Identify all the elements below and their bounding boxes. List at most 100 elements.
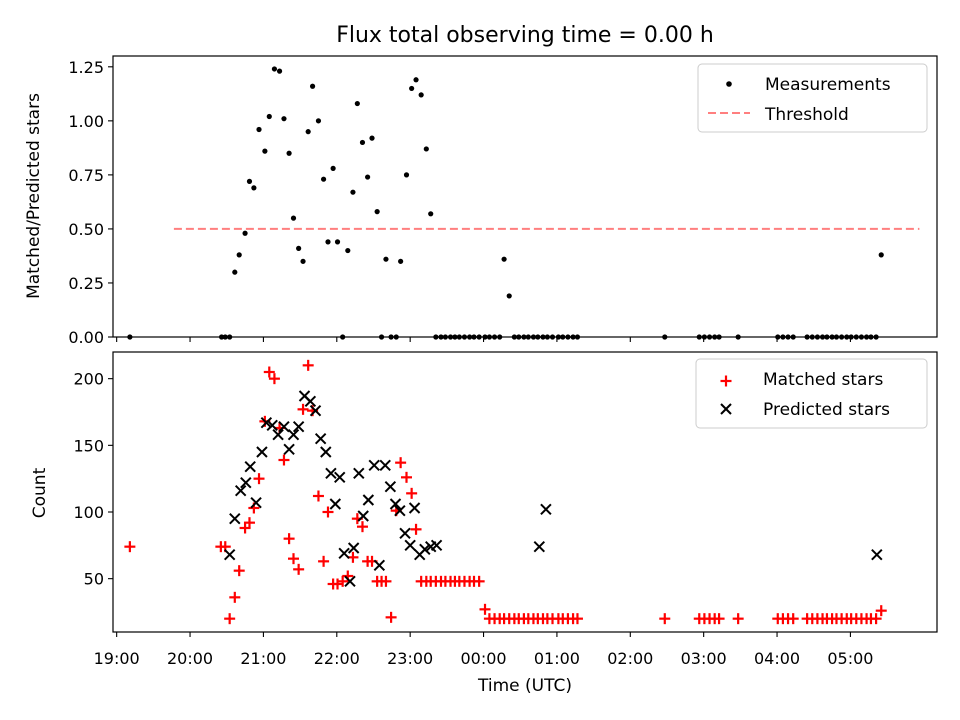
matched-star-point	[659, 613, 671, 625]
measurement-point	[246, 178, 253, 184]
predicted-star-point	[379, 459, 391, 472]
measurement-point	[354, 100, 360, 107]
matched-star-point	[870, 613, 882, 625]
measurement-point	[236, 252, 242, 258]
matched-star-point	[288, 553, 300, 565]
ratio-ticks: 0.00 0.25 0.50 0.75 1.00 1.25	[68, 58, 851, 347]
ratio-plot-frame	[112, 55, 938, 338]
legend-matched-marker	[720, 375, 732, 387]
measurement-point	[413, 77, 419, 83]
matched-star-point	[243, 517, 255, 529]
matched-star-point	[410, 523, 422, 535]
matched-star-point	[263, 366, 275, 378]
predicted-star-point	[329, 498, 342, 510]
matched-star-point	[302, 359, 314, 371]
matched-star-point	[229, 591, 241, 603]
ratio-panel: Flux total observing time = 0.00 h Match…	[24, 23, 938, 347]
ratio-y-tick-label: 0.50	[68, 220, 104, 239]
count-plot-frame	[112, 351, 938, 633]
measurement-point	[271, 66, 278, 72]
count-panel: Count 50 100 150 200 19:00 20:00 21:00 22:00 23:…	[30, 351, 938, 696]
legend-predicted-marker	[720, 403, 732, 415]
predicted-star-point	[334, 471, 346, 484]
measurement-point	[365, 174, 371, 180]
measurement-point	[423, 146, 429, 152]
measurement-point	[398, 258, 404, 264]
x-tick-label: 05:00	[827, 649, 873, 668]
matched-star-point	[875, 605, 887, 617]
x-tick-label: 04:00	[754, 649, 800, 668]
ratio-y-tick-label: 1.00	[68, 112, 104, 131]
measurement-point	[428, 211, 434, 217]
matched-star-point	[406, 487, 418, 499]
predicted-star-point	[368, 459, 380, 472]
measurement-point	[251, 185, 257, 191]
matched-star-point	[787, 613, 799, 625]
count-y-tick-label: 100	[73, 503, 104, 522]
measurement-point	[256, 126, 262, 133]
predicted-star-point	[283, 443, 295, 456]
measurement-point	[374, 209, 380, 215]
matched-star-point	[356, 521, 368, 533]
x-tick-label: 22:00	[314, 649, 360, 668]
predicted-star-point	[272, 428, 284, 441]
measurement-point	[350, 189, 356, 195]
matched-star-point	[233, 565, 245, 577]
count-ticks: 50 100 150 200 19:00 20:00 21:00 22:00 23:00 00:0…	[73, 370, 873, 668]
measurement-point	[300, 258, 306, 264]
measurement-point	[276, 68, 283, 74]
ratio-marks	[127, 66, 920, 340]
measurement-point	[383, 256, 389, 262]
x-tick-label: 03:00	[681, 649, 727, 668]
predicted-star-point	[278, 420, 290, 433]
predicted-star-point	[389, 498, 402, 510]
predicted-star-point	[408, 502, 421, 514]
predicted-star-point	[223, 548, 236, 561]
matched-star-point	[322, 506, 334, 518]
measurement-point	[286, 150, 292, 156]
measurement-point	[334, 239, 341, 245]
predicted-star-point	[357, 510, 369, 522]
matched-star-point	[253, 473, 265, 485]
predicted-star-point	[234, 484, 247, 497]
chart-title: Flux total observing time = 0.00 h	[336, 23, 714, 48]
measurement-point	[345, 247, 351, 254]
x-tick-label: 20:00	[167, 649, 213, 668]
measurement-point	[281, 116, 287, 122]
measurement-point	[305, 129, 311, 135]
predicted-star-point	[384, 480, 397, 493]
predicted-star-point	[309, 404, 322, 417]
measurement-point	[315, 118, 322, 124]
measurement-point	[506, 293, 512, 299]
x-tick-label: 23:00	[387, 649, 433, 668]
matched-star-point	[713, 613, 725, 625]
predicted-star-point	[320, 446, 332, 458]
predicted-star-point	[344, 575, 356, 588]
x-tick-label: 19:00	[94, 649, 140, 668]
predicted-star-point	[394, 504, 406, 517]
predicted-star-point	[353, 467, 365, 480]
ratio-legend: Measurements Threshold	[697, 63, 928, 133]
measurement-point	[296, 245, 302, 251]
predicted-star-point	[260, 416, 273, 429]
x-tick-label: 21:00	[240, 649, 286, 668]
predicted-star-point	[540, 503, 552, 516]
predicted-star-point	[266, 419, 278, 432]
predicted-star-point	[304, 395, 317, 408]
matched-star-point	[337, 575, 349, 587]
x-tick-label: 00:00	[460, 649, 506, 668]
measurement-point	[878, 252, 884, 258]
matched-star-point	[297, 403, 309, 415]
count-legend-box	[695, 358, 928, 429]
matched-star-point	[224, 613, 236, 625]
matched-star-point	[400, 471, 412, 483]
count-y-tick-label: 150	[73, 436, 104, 455]
predicted-star-point	[314, 432, 327, 445]
matched-star-point	[732, 613, 744, 625]
predicted-star-point	[399, 527, 411, 540]
predicted-star-point	[244, 460, 256, 473]
legend-measurements-label: Measurements	[765, 75, 891, 95]
measurement-point	[242, 230, 248, 236]
count-marks	[124, 359, 887, 625]
measurement-point	[320, 176, 327, 182]
